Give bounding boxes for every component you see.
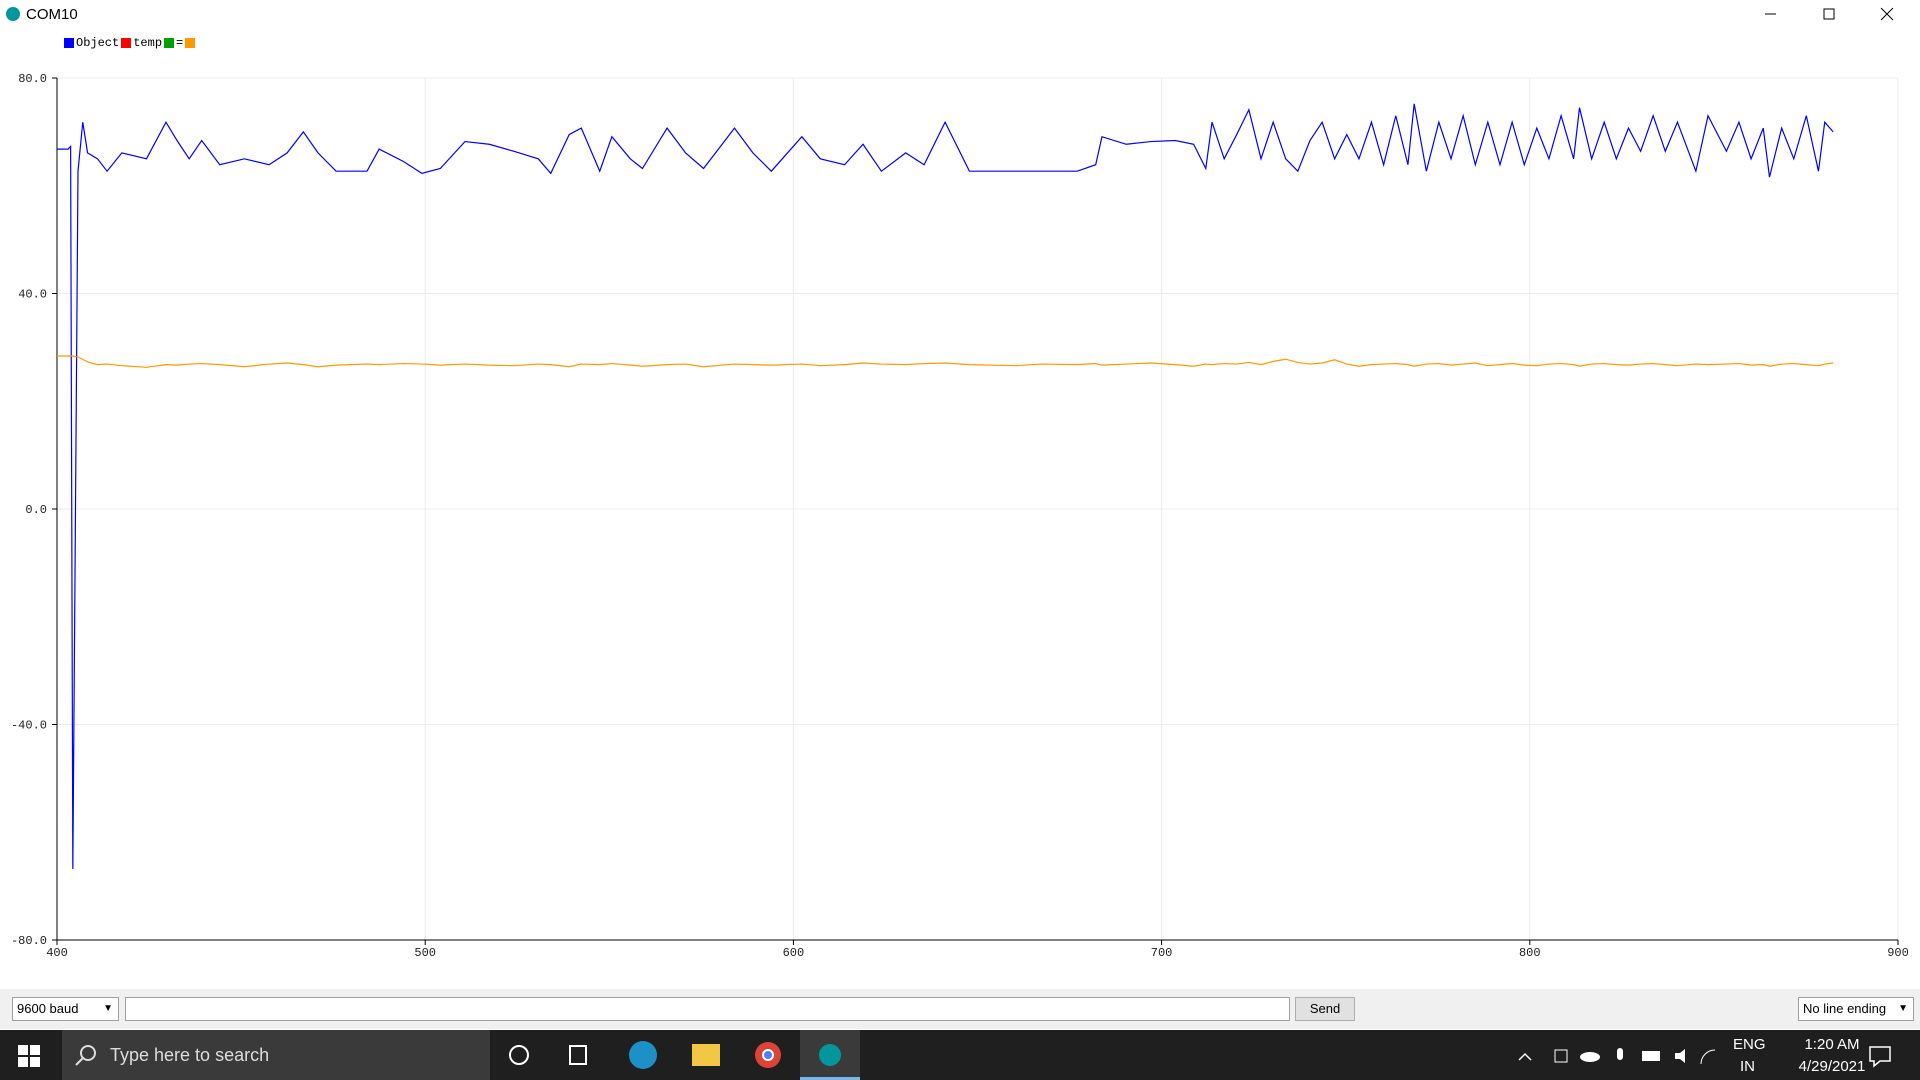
legend-label: temp <box>133 36 163 50</box>
y-tick-label: -80.0 <box>11 934 47 948</box>
baud-select[interactable]: 9600 baud ▼ <box>12 997 119 1021</box>
data-line <box>57 103 1834 869</box>
taskbar: Type here to search ENG IN 1:20 AM 4/29/… <box>0 1030 1920 1080</box>
legend-label: Object <box>76 36 120 50</box>
line-ending-text: No line ending <box>1803 1001 1887 1016</box>
language[interactable]: ENG <box>1733 1036 1766 1053</box>
data-line <box>57 355 1834 368</box>
y-tick-label: 40.0 <box>18 288 47 302</box>
legend-swatch <box>64 38 74 48</box>
x-tick-label: 600 <box>783 946 805 960</box>
clock-date[interactable]: 4/29/2021 <box>1798 1058 1866 1075</box>
window-buttons[interactable] <box>1740 0 1920 29</box>
legend-swatch <box>185 38 196 48</box>
search-icon <box>75 1045 96 1066</box>
legend: Object temp = <box>64 36 197 50</box>
legend-swatch <box>121 38 132 48</box>
window-title: COM10 <box>26 6 78 23</box>
y-tick-label: -40.0 <box>11 719 47 733</box>
x-tick-label: 800 <box>1519 946 1541 960</box>
legend-swatch <box>164 38 175 48</box>
search-box[interactable] <box>62 1030 490 1080</box>
x-tick-label: 400 <box>46 946 68 960</box>
taskbar-apps[interactable] <box>500 1030 870 1080</box>
tray-icons[interactable] <box>1515 1044 1715 1068</box>
y-tick-label: 0.0 <box>25 503 47 517</box>
line-ending-select[interactable]: No line ending ▼ <box>1798 997 1914 1021</box>
x-tick-label: 500 <box>414 946 436 960</box>
clock-time[interactable]: 1:20 AM <box>1804 1036 1860 1053</box>
message-input[interactable] <box>125 997 1290 1021</box>
search-placeholder: Type here to search <box>110 1045 270 1065</box>
app-icon <box>6 7 20 21</box>
x-tick-label: 900 <box>1887 946 1909 960</box>
region[interactable]: IN <box>1740 1058 1755 1075</box>
notifications[interactable] <box>1868 1044 1892 1068</box>
start-button[interactable] <box>18 1045 40 1067</box>
legend-label: = <box>176 36 184 50</box>
baud-text: 9600 baud <box>17 1001 79 1016</box>
close[interactable] <box>1880 7 1894 21</box>
title-bar: COM10 <box>0 0 1920 29</box>
bottom-bar: 9600 baud ▼ Send No line ending ▼ <box>0 989 1920 1029</box>
y-tick-label: 80.0 <box>18 72 47 86</box>
x-tick-label: 700 <box>1151 946 1173 960</box>
restore[interactable] <box>1823 8 1835 20</box>
send-button[interactable]: Send <box>1295 997 1355 1021</box>
